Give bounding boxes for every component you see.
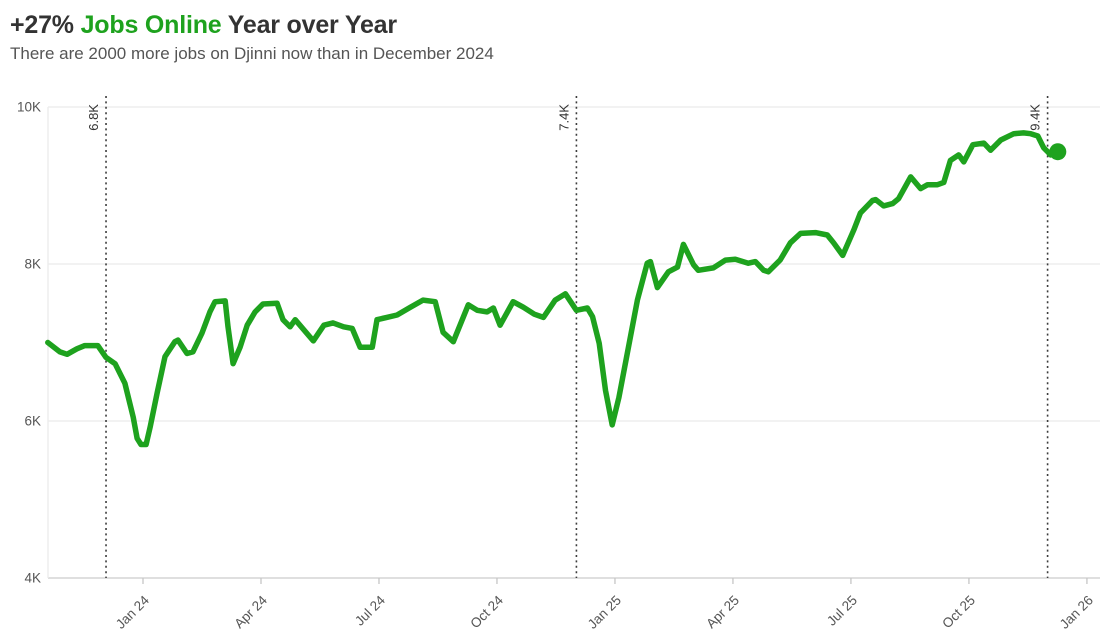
y-axis-label: 8K [24, 257, 41, 272]
title-highlight: Jobs Online [80, 11, 222, 39]
x-axis-label: Jan 24 [113, 592, 153, 632]
title-percent: +27% [10, 11, 74, 39]
x-axis-label: Apr 24 [231, 592, 270, 631]
jobs-online-series-line[interactable] [45, 130, 1061, 448]
y-axis-label: 10K [17, 100, 41, 115]
series-end-marker[interactable] [1049, 143, 1067, 161]
reference-line-label: 7.4K [556, 104, 571, 131]
x-axis-label: Oct 25 [939, 593, 978, 632]
y-axis-label: 6K [24, 414, 41, 429]
x-axis-label: Jul 25 [824, 593, 860, 629]
x-axis-label: Jan 25 [585, 593, 624, 632]
x-axis-label: Jan 26 [1057, 593, 1096, 632]
chart-subtitle: There are 2000 more jobs on Djinni now t… [10, 44, 494, 64]
x-axis-label: Oct 24 [467, 592, 506, 631]
chart-header: +27% Jobs Online Year over Year There ar… [10, 10, 494, 64]
x-axis-label: Jul 24 [352, 592, 388, 628]
x-axis-label: Apr 25 [703, 593, 742, 632]
page-title: +27% Jobs Online Year over Year [10, 10, 494, 41]
y-axis-label: 4K [24, 571, 41, 586]
reference-line-label: 9.4K [1028, 104, 1043, 131]
title-suffix: Year over Year [227, 11, 397, 39]
reference-line-label: 6.8K [86, 104, 101, 131]
